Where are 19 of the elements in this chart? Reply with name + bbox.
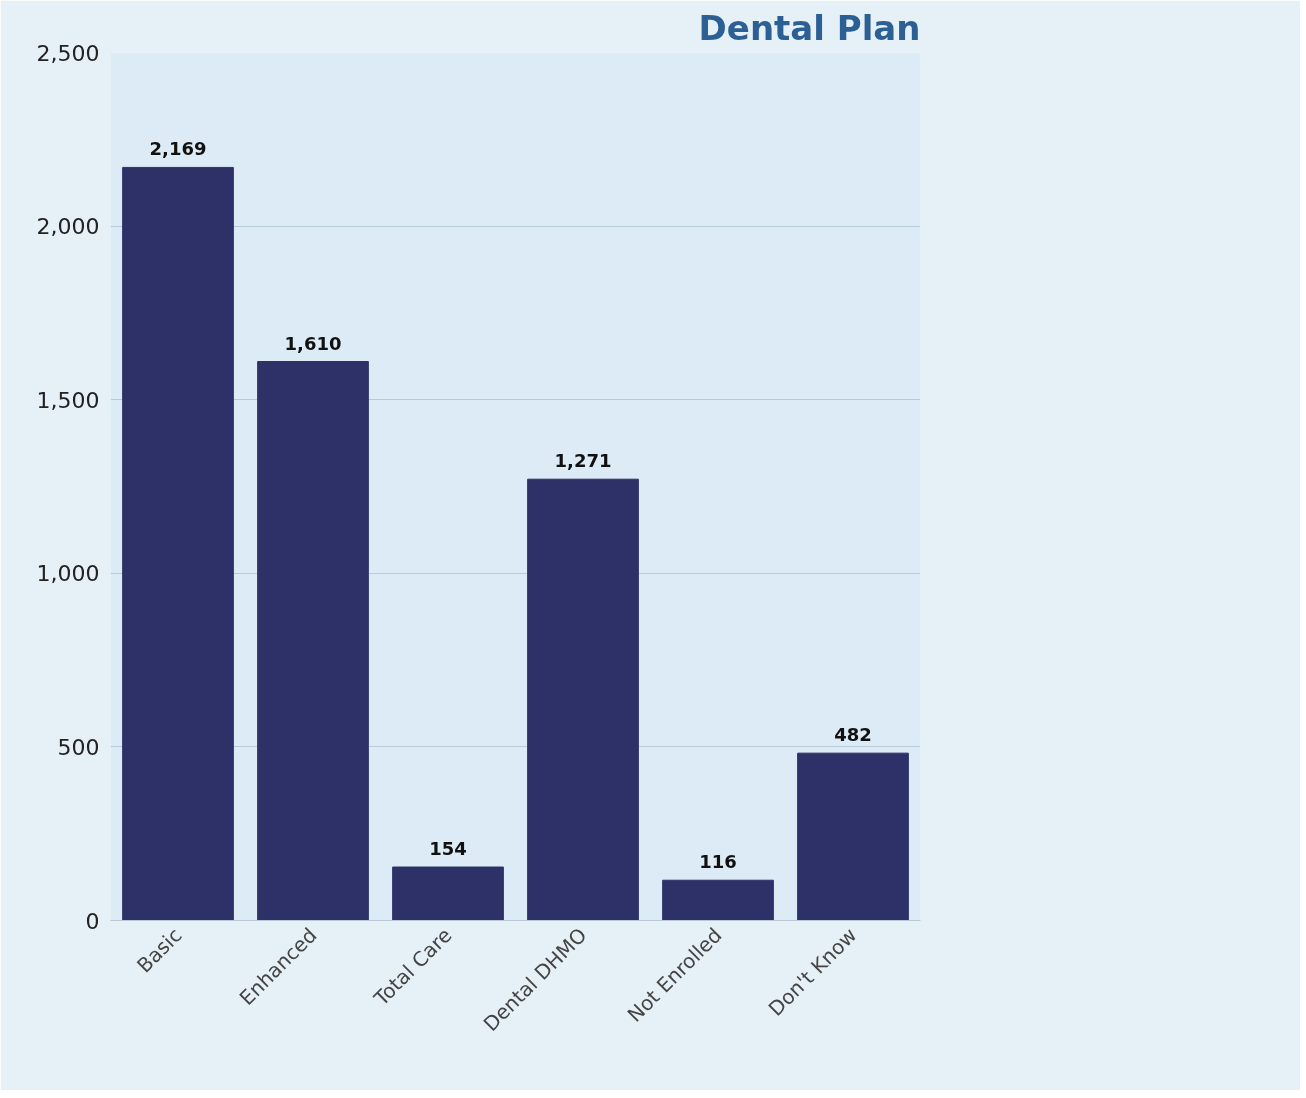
bar — [122, 166, 234, 921]
bar — [527, 478, 639, 921]
data-label: 154 — [429, 838, 467, 860]
y-tick-label: 500 — [57, 734, 100, 760]
y-tick-label: 2,500 — [36, 40, 100, 66]
y-tick-label: 2,000 — [36, 214, 100, 240]
data-label: 116 — [699, 851, 737, 873]
bar — [797, 752, 909, 921]
bar — [662, 879, 774, 921]
y-tick-label: 1,000 — [36, 561, 100, 587]
y-tick-label: 0 — [85, 908, 100, 934]
y-tick-label: 1,500 — [36, 387, 100, 413]
data-label: 2,169 — [149, 138, 207, 160]
bar — [257, 361, 369, 921]
chart-title: Dental Plan — [698, 7, 921, 48]
data-label: 482 — [834, 724, 872, 746]
data-label: 1,610 — [284, 332, 342, 354]
data-label: 1,271 — [554, 450, 612, 472]
bar — [392, 866, 504, 921]
